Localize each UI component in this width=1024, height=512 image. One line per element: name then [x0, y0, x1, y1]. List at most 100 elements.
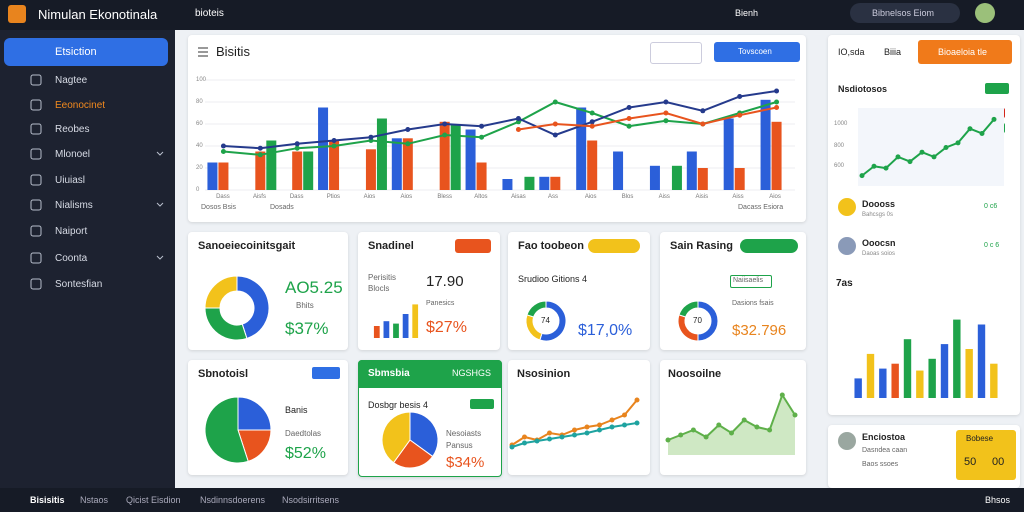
point	[871, 163, 877, 169]
icon-button[interactable]	[650, 42, 702, 64]
chevron	[156, 151, 164, 156]
text: 800	[834, 143, 845, 149]
point	[559, 434, 565, 440]
bar	[697, 168, 708, 190]
bar	[450, 124, 461, 190]
point	[547, 436, 552, 442]
point	[663, 118, 669, 124]
bar	[723, 118, 734, 190]
text: Nialisms	[55, 200, 93, 211]
text: $27%	[426, 319, 467, 336]
point	[700, 121, 706, 127]
point	[767, 427, 773, 433]
text: NGSHGS	[452, 368, 492, 378]
pie-slice	[381, 411, 411, 464]
text: $52%	[285, 445, 326, 462]
point	[754, 424, 760, 430]
text: Panesics	[426, 300, 455, 307]
pill	[312, 367, 340, 379]
pie-slice	[525, 314, 543, 341]
menu-icon	[198, 47, 208, 57]
text: Ass	[547, 194, 558, 200]
point	[943, 145, 949, 150]
main-card	[188, 35, 806, 222]
nav-icon	[30, 174, 42, 186]
text: Bahcsgs 0s	[862, 212, 894, 218]
search-box[interactable]	[850, 3, 960, 23]
bar	[916, 370, 924, 398]
bar	[671, 165, 682, 190]
right-card	[828, 35, 1020, 415]
text: Dosads	[270, 204, 294, 211]
text: Naiport	[55, 226, 88, 237]
text: $34%	[446, 454, 485, 471]
bar	[376, 118, 387, 190]
text: Aiss	[658, 194, 670, 200]
primary-button[interactable]	[714, 42, 800, 62]
bar	[539, 176, 550, 190]
bar	[760, 99, 771, 190]
text: Naiisaelis	[733, 277, 763, 284]
point	[515, 116, 521, 121]
point	[597, 427, 602, 433]
bar	[771, 121, 782, 190]
avatar[interactable]	[975, 3, 995, 23]
point	[690, 427, 696, 433]
point	[703, 434, 709, 440]
point	[931, 154, 937, 160]
bar	[502, 179, 513, 190]
nav-icon	[30, 99, 42, 111]
bar	[854, 378, 862, 398]
avatar	[838, 198, 856, 216]
bar	[318, 107, 329, 190]
bar	[550, 176, 561, 190]
active-nav[interactable]	[4, 38, 168, 66]
bar	[903, 339, 912, 398]
tab-active[interactable]	[918, 40, 1012, 64]
point	[584, 424, 590, 430]
text: 20	[196, 165, 203, 171]
text: Uiuiasl	[55, 175, 86, 186]
point	[979, 130, 985, 136]
line	[223, 90, 777, 150]
text: Bhits	[296, 301, 314, 310]
text: Sain Rasing	[670, 240, 733, 252]
point	[294, 145, 300, 151]
point	[779, 392, 785, 398]
chevron	[156, 202, 164, 207]
line	[511, 399, 638, 446]
point	[774, 99, 780, 105]
nav-icon	[30, 199, 42, 211]
text: 74	[541, 316, 550, 325]
nav-icon	[30, 252, 42, 264]
point	[622, 422, 627, 428]
pill	[588, 239, 640, 253]
pie-slice	[237, 396, 272, 431]
text: 80	[196, 99, 203, 105]
point	[405, 141, 411, 147]
point	[509, 444, 515, 450]
point	[597, 422, 602, 428]
pie-slice	[526, 300, 547, 318]
logo[interactable]	[8, 5, 26, 23]
text: Bisitis	[216, 44, 250, 59]
point	[534, 438, 540, 444]
point	[955, 140, 961, 146]
point	[678, 432, 684, 438]
point	[883, 165, 889, 171]
point	[479, 123, 485, 129]
text: 1000	[834, 121, 848, 127]
point	[967, 126, 973, 132]
avatar	[838, 432, 856, 450]
text: Nagtee	[55, 75, 88, 86]
point	[609, 417, 615, 423]
tag-box	[730, 275, 772, 288]
text: Coonta	[55, 253, 88, 264]
point	[442, 132, 448, 138]
text: Altos	[474, 194, 488, 200]
point	[663, 99, 669, 105]
point	[792, 412, 798, 418]
chevron	[156, 255, 164, 260]
text: Dass	[289, 194, 304, 200]
bar	[391, 138, 402, 190]
